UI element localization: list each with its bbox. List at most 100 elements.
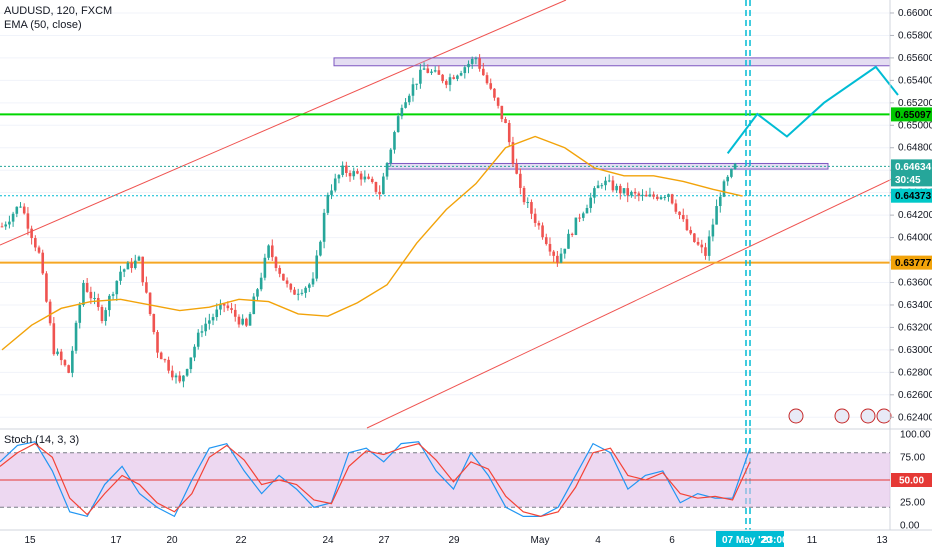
candle-body xyxy=(607,180,611,182)
candle-body xyxy=(241,318,244,325)
candle-body xyxy=(171,370,174,378)
candle-body xyxy=(541,225,544,238)
candle-body xyxy=(15,206,19,214)
candle-body xyxy=(0,226,4,228)
ema-legend[interactable]: EMA (50, close) xyxy=(4,19,82,31)
candle-body xyxy=(34,238,37,248)
candle-body xyxy=(26,213,30,229)
price-tag xyxy=(891,255,932,270)
candle-body xyxy=(19,206,22,208)
candle-body xyxy=(189,357,193,370)
candle-body xyxy=(604,180,607,186)
candle-body xyxy=(633,191,637,194)
economic-events[interactable] xyxy=(788,408,892,424)
price-tag xyxy=(891,107,932,122)
candle-body xyxy=(248,314,252,326)
candle-body xyxy=(141,256,144,283)
us-flag-icon[interactable] xyxy=(860,408,876,424)
price-tick-label: 0.64200 xyxy=(898,210,932,221)
time-tick-label: 11 xyxy=(807,535,818,546)
candle-body xyxy=(689,230,692,234)
candle-body xyxy=(263,257,267,278)
candle-body xyxy=(600,185,604,187)
price-tick-label: 0.66000 xyxy=(898,8,932,19)
candle-body xyxy=(74,322,78,351)
candle-body xyxy=(204,323,207,332)
time-tick-label: 13 xyxy=(876,535,888,546)
candle-body xyxy=(448,77,452,85)
time-tick-label: 17 xyxy=(110,535,122,546)
candle-body xyxy=(456,75,459,79)
candle-body xyxy=(507,123,511,143)
candle-body xyxy=(296,293,300,295)
candle-body xyxy=(67,365,70,373)
candle-body xyxy=(537,222,541,226)
price-tick-label: 0.63200 xyxy=(898,322,932,333)
candle-body xyxy=(8,221,11,225)
price-tick-label: 0.63400 xyxy=(898,300,932,311)
time-tick-label: May xyxy=(531,535,550,546)
time-axis[interactable]: 15 17 20 22 24 27 29 May 4 6 11 13 xyxy=(0,529,932,546)
candle-body xyxy=(59,351,63,361)
us-flag-icon[interactable] xyxy=(788,408,804,424)
candle-body xyxy=(267,245,270,258)
projection-path-line xyxy=(726,65,899,154)
candle-body xyxy=(282,273,285,281)
candle-body xyxy=(152,314,156,333)
candle-body xyxy=(219,303,222,310)
candle-body xyxy=(452,77,456,79)
candle-body xyxy=(526,202,530,204)
candle-body xyxy=(652,194,655,197)
candle-body xyxy=(482,68,485,76)
candle-body xyxy=(470,58,474,64)
candle-body xyxy=(122,269,126,272)
candle-body xyxy=(622,188,626,194)
candle-body xyxy=(200,331,204,333)
candle-body xyxy=(237,316,241,325)
candle-body xyxy=(630,191,633,196)
candle-body xyxy=(126,262,130,270)
zone-rect xyxy=(333,57,891,67)
candle-body xyxy=(593,188,596,198)
candle-body xyxy=(522,187,526,203)
candle-body xyxy=(308,284,311,288)
candle-body xyxy=(500,105,504,120)
candle-body xyxy=(667,194,670,197)
symbol-legend[interactable]: AUDUSD, 120, FXCM xyxy=(4,5,113,17)
candle-body xyxy=(681,215,685,220)
candle-body xyxy=(41,252,45,274)
candle-body xyxy=(111,294,115,296)
candle-body xyxy=(52,323,56,355)
candle-body xyxy=(493,88,496,98)
candle-body xyxy=(467,63,470,68)
us-flag-icon[interactable] xyxy=(834,408,850,424)
time-tag-time: 23:00 xyxy=(762,535,788,546)
candle-body xyxy=(293,289,296,295)
price-tick-label: 0.64000 xyxy=(898,233,932,244)
stoch-legend[interactable]: Stoch (14, 3, 3) xyxy=(4,434,80,446)
price-tick-label: 0.65400 xyxy=(898,75,932,86)
candle-body xyxy=(519,173,522,188)
candle-body xyxy=(304,287,307,293)
candle-body xyxy=(419,69,422,84)
candle-body xyxy=(48,301,52,324)
candle-body xyxy=(230,308,233,310)
candle-body xyxy=(178,375,182,382)
candle-body xyxy=(352,171,356,177)
time-tick-label: 6 xyxy=(669,535,675,546)
candle-body xyxy=(496,97,500,106)
candle-body xyxy=(133,260,137,269)
candle-body xyxy=(174,375,178,378)
candle-body xyxy=(704,247,707,256)
candle-body xyxy=(211,317,215,321)
candle-body xyxy=(378,191,381,195)
projection-path xyxy=(726,65,899,154)
stoch-tick-label: 100.00 xyxy=(900,430,931,441)
candle-body xyxy=(474,58,478,60)
candle-body xyxy=(389,149,393,164)
stoch-midline-tag xyxy=(891,473,932,487)
us-flag-icon[interactable] xyxy=(876,408,892,424)
candle-body xyxy=(611,180,615,191)
